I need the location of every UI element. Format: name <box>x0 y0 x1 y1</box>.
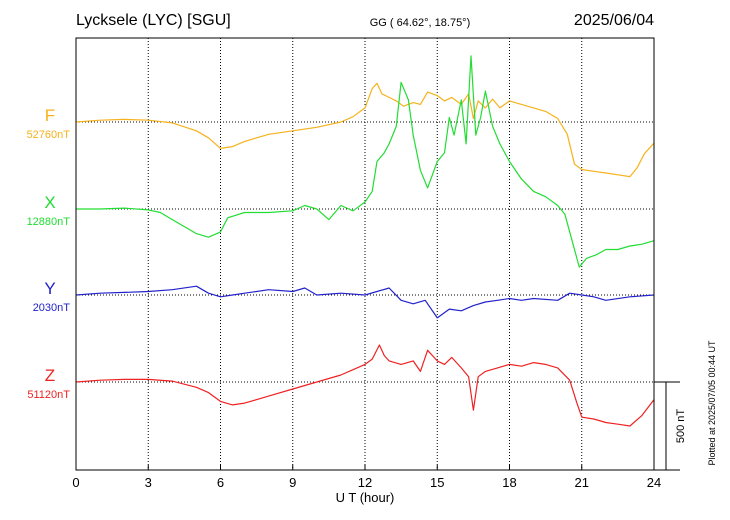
scale-bar-label: 500 nT <box>675 409 687 444</box>
chart-date: 2025/06/04 <box>574 12 654 29</box>
channel-name-y: Y <box>44 279 55 298</box>
x-tick-label-6: 6 <box>217 475 224 490</box>
channel-name-z: Z <box>45 366 55 385</box>
channel-baseline-y: 2030nT <box>33 302 71 314</box>
series-line-y <box>75 285 655 319</box>
chart-title: Lycksele (LYC) [SGU] <box>76 12 231 29</box>
grid-lines <box>147 38 583 470</box>
series-line-f <box>75 82 655 178</box>
plotted-timestamp: Plotted at 2025/07/05 00:44 UT <box>707 340 717 466</box>
channel-baseline-z: 51120nT <box>27 389 70 401</box>
x-axis-label: U T (hour) <box>336 490 395 505</box>
scale-bar <box>654 381 680 471</box>
x-tick-label-18: 18 <box>502 475 516 490</box>
series-lines <box>75 55 655 427</box>
series-line-z <box>75 344 655 427</box>
x-tick-label-9: 9 <box>289 475 296 490</box>
station-coordinates: GG ( 64.62°, 18.75°) <box>370 17 471 29</box>
channel-labels: F 52760nT X 12880nT Y 2030nT Z 51120nT <box>27 106 71 401</box>
x-axis-ticks: 0 3 6 9 12 15 18 21 24 <box>72 465 661 490</box>
x-tick-label-0: 0 <box>72 475 79 490</box>
x-tick-label-24: 24 <box>647 475 661 490</box>
series-line-x <box>76 55 655 268</box>
x-tick-label-15: 15 <box>430 475 444 490</box>
channel-name-f: F <box>45 106 55 125</box>
channel-baseline-f: 52760nT <box>27 129 71 141</box>
x-tick-label-12: 12 <box>358 475 372 490</box>
x-tick-label-3: 3 <box>145 475 152 490</box>
channel-baseline-x: 12880nT <box>27 216 71 228</box>
channel-name-x: X <box>44 193 55 212</box>
x-tick-label-21: 21 <box>575 475 589 490</box>
